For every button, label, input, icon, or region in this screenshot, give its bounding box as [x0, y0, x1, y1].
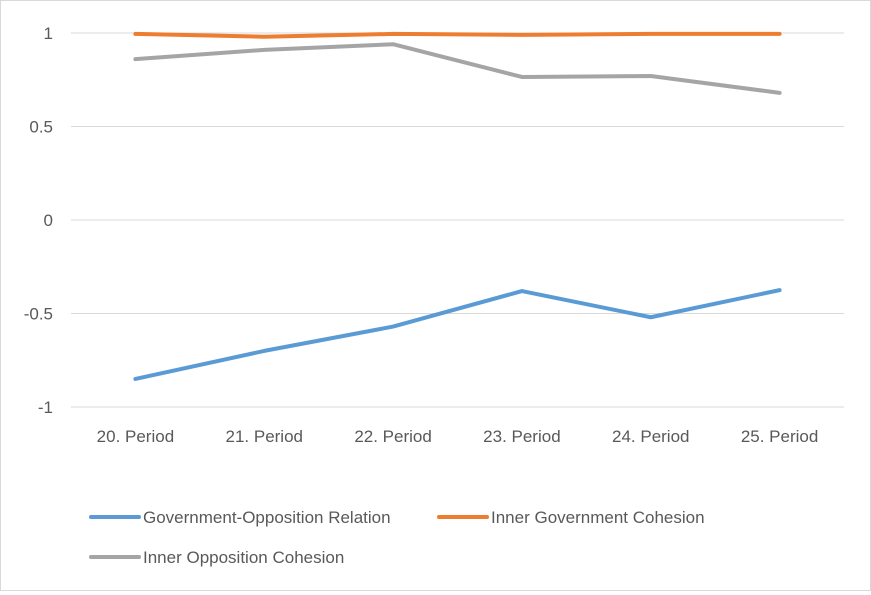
legend-label: Inner Opposition Cohesion — [143, 548, 344, 567]
x-tick-label: 24. Period — [612, 427, 690, 446]
y-tick-label: -1 — [38, 398, 53, 417]
x-tick-label: 20. Period — [97, 427, 175, 446]
legend-label: Government-Opposition Relation — [143, 508, 391, 527]
series-line — [135, 290, 779, 379]
y-tick-label: 0.5 — [29, 118, 53, 137]
series-line — [135, 34, 779, 37]
y-tick-label: -0.5 — [24, 305, 53, 324]
x-tick-label: 23. Period — [483, 427, 561, 446]
legend: Government-Opposition Relation Inner Gove… — [91, 508, 705, 567]
y-tick-label: 0 — [44, 211, 53, 230]
series-line — [135, 44, 779, 93]
x-tick-label: 22. Period — [354, 427, 432, 446]
x-tick-label: 25. Period — [741, 427, 819, 446]
y-tick-label: 1 — [44, 24, 53, 43]
gridlines — [71, 33, 844, 407]
legend-label: Inner Government Cohesion — [491, 508, 705, 527]
x-tick-label: 21. Period — [226, 427, 304, 446]
series-lines — [135, 34, 779, 379]
x-axis-tick-labels: 20. Period 21. Period 22. Period 23. Period… — [97, 427, 819, 446]
y-axis-tick-labels: 1 0.5 0 -0.5 -1 — [24, 24, 53, 417]
